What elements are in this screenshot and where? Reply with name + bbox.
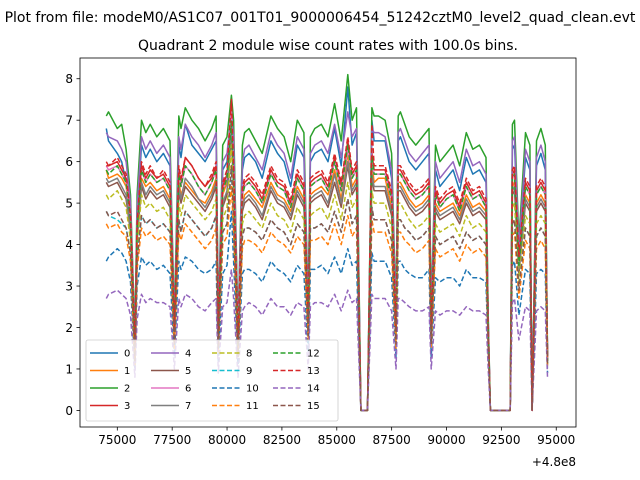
series-line-15 bbox=[105, 165, 549, 412]
legend-label-15: 15 bbox=[307, 401, 320, 412]
x-axis-offset-label: +4.8e8 bbox=[532, 455, 576, 469]
y-tick-label: 1 bbox=[65, 362, 73, 376]
legend-label-9: 9 bbox=[246, 366, 252, 377]
legend-label-2: 2 bbox=[124, 384, 130, 395]
legend-label-4: 4 bbox=[185, 349, 191, 360]
legend-label-10: 10 bbox=[246, 384, 259, 395]
legend-label-11: 11 bbox=[246, 401, 259, 412]
legend-label-12: 12 bbox=[307, 349, 320, 360]
plot-frame bbox=[79, 57, 577, 428]
legend-label-14: 14 bbox=[307, 384, 320, 395]
x-tick-label: 75000 bbox=[98, 433, 136, 447]
series-layer bbox=[105, 73, 549, 412]
figure-suptitle: Plot from file: modeM0/AS1C07_001T01_900… bbox=[5, 10, 636, 26]
y-tick-label: 3 bbox=[65, 280, 73, 294]
x-tick-label: 80000 bbox=[208, 433, 246, 447]
legend-label-0: 0 bbox=[124, 349, 130, 360]
legend-label-6: 6 bbox=[185, 384, 191, 395]
legend-label-7: 7 bbox=[185, 401, 191, 412]
legend-label-8: 8 bbox=[246, 349, 252, 360]
legend-label-1: 1 bbox=[124, 366, 130, 377]
y-tick-label: 2 bbox=[65, 321, 73, 335]
y-tick-label: 4 bbox=[65, 238, 73, 252]
x-axis: 75000 77500 80000 82500 85000 87500 90000 92500… bbox=[98, 427, 575, 447]
legend-box bbox=[85, 339, 339, 422]
series-line-14 bbox=[105, 268, 549, 412]
x-tick-label: 82500 bbox=[263, 433, 301, 447]
x-tick-label: 85000 bbox=[318, 433, 356, 447]
chart-title: Quadrant 2 module wise count rates with … bbox=[138, 38, 518, 54]
y-tick-label: 7 bbox=[65, 114, 73, 128]
legend-label-5: 5 bbox=[185, 366, 191, 377]
y-axis: 0 1 2 3 4 5 6 7 8 bbox=[65, 72, 80, 418]
y-tick-label: 5 bbox=[65, 197, 73, 211]
x-tick-label: 77500 bbox=[153, 433, 191, 447]
y-tick-label: 8 bbox=[65, 72, 73, 86]
x-tick-label: 87500 bbox=[373, 433, 411, 447]
x-tick-label: 92500 bbox=[482, 433, 520, 447]
x-tick-label: 90000 bbox=[427, 433, 465, 447]
x-tick-label: 95000 bbox=[537, 433, 575, 447]
y-tick-label: 6 bbox=[65, 155, 73, 169]
series-line-13 bbox=[106, 98, 549, 412]
legend-label-13: 13 bbox=[307, 366, 320, 377]
legend-label-3: 3 bbox=[124, 401, 130, 412]
y-tick-label: 0 bbox=[65, 404, 73, 418]
